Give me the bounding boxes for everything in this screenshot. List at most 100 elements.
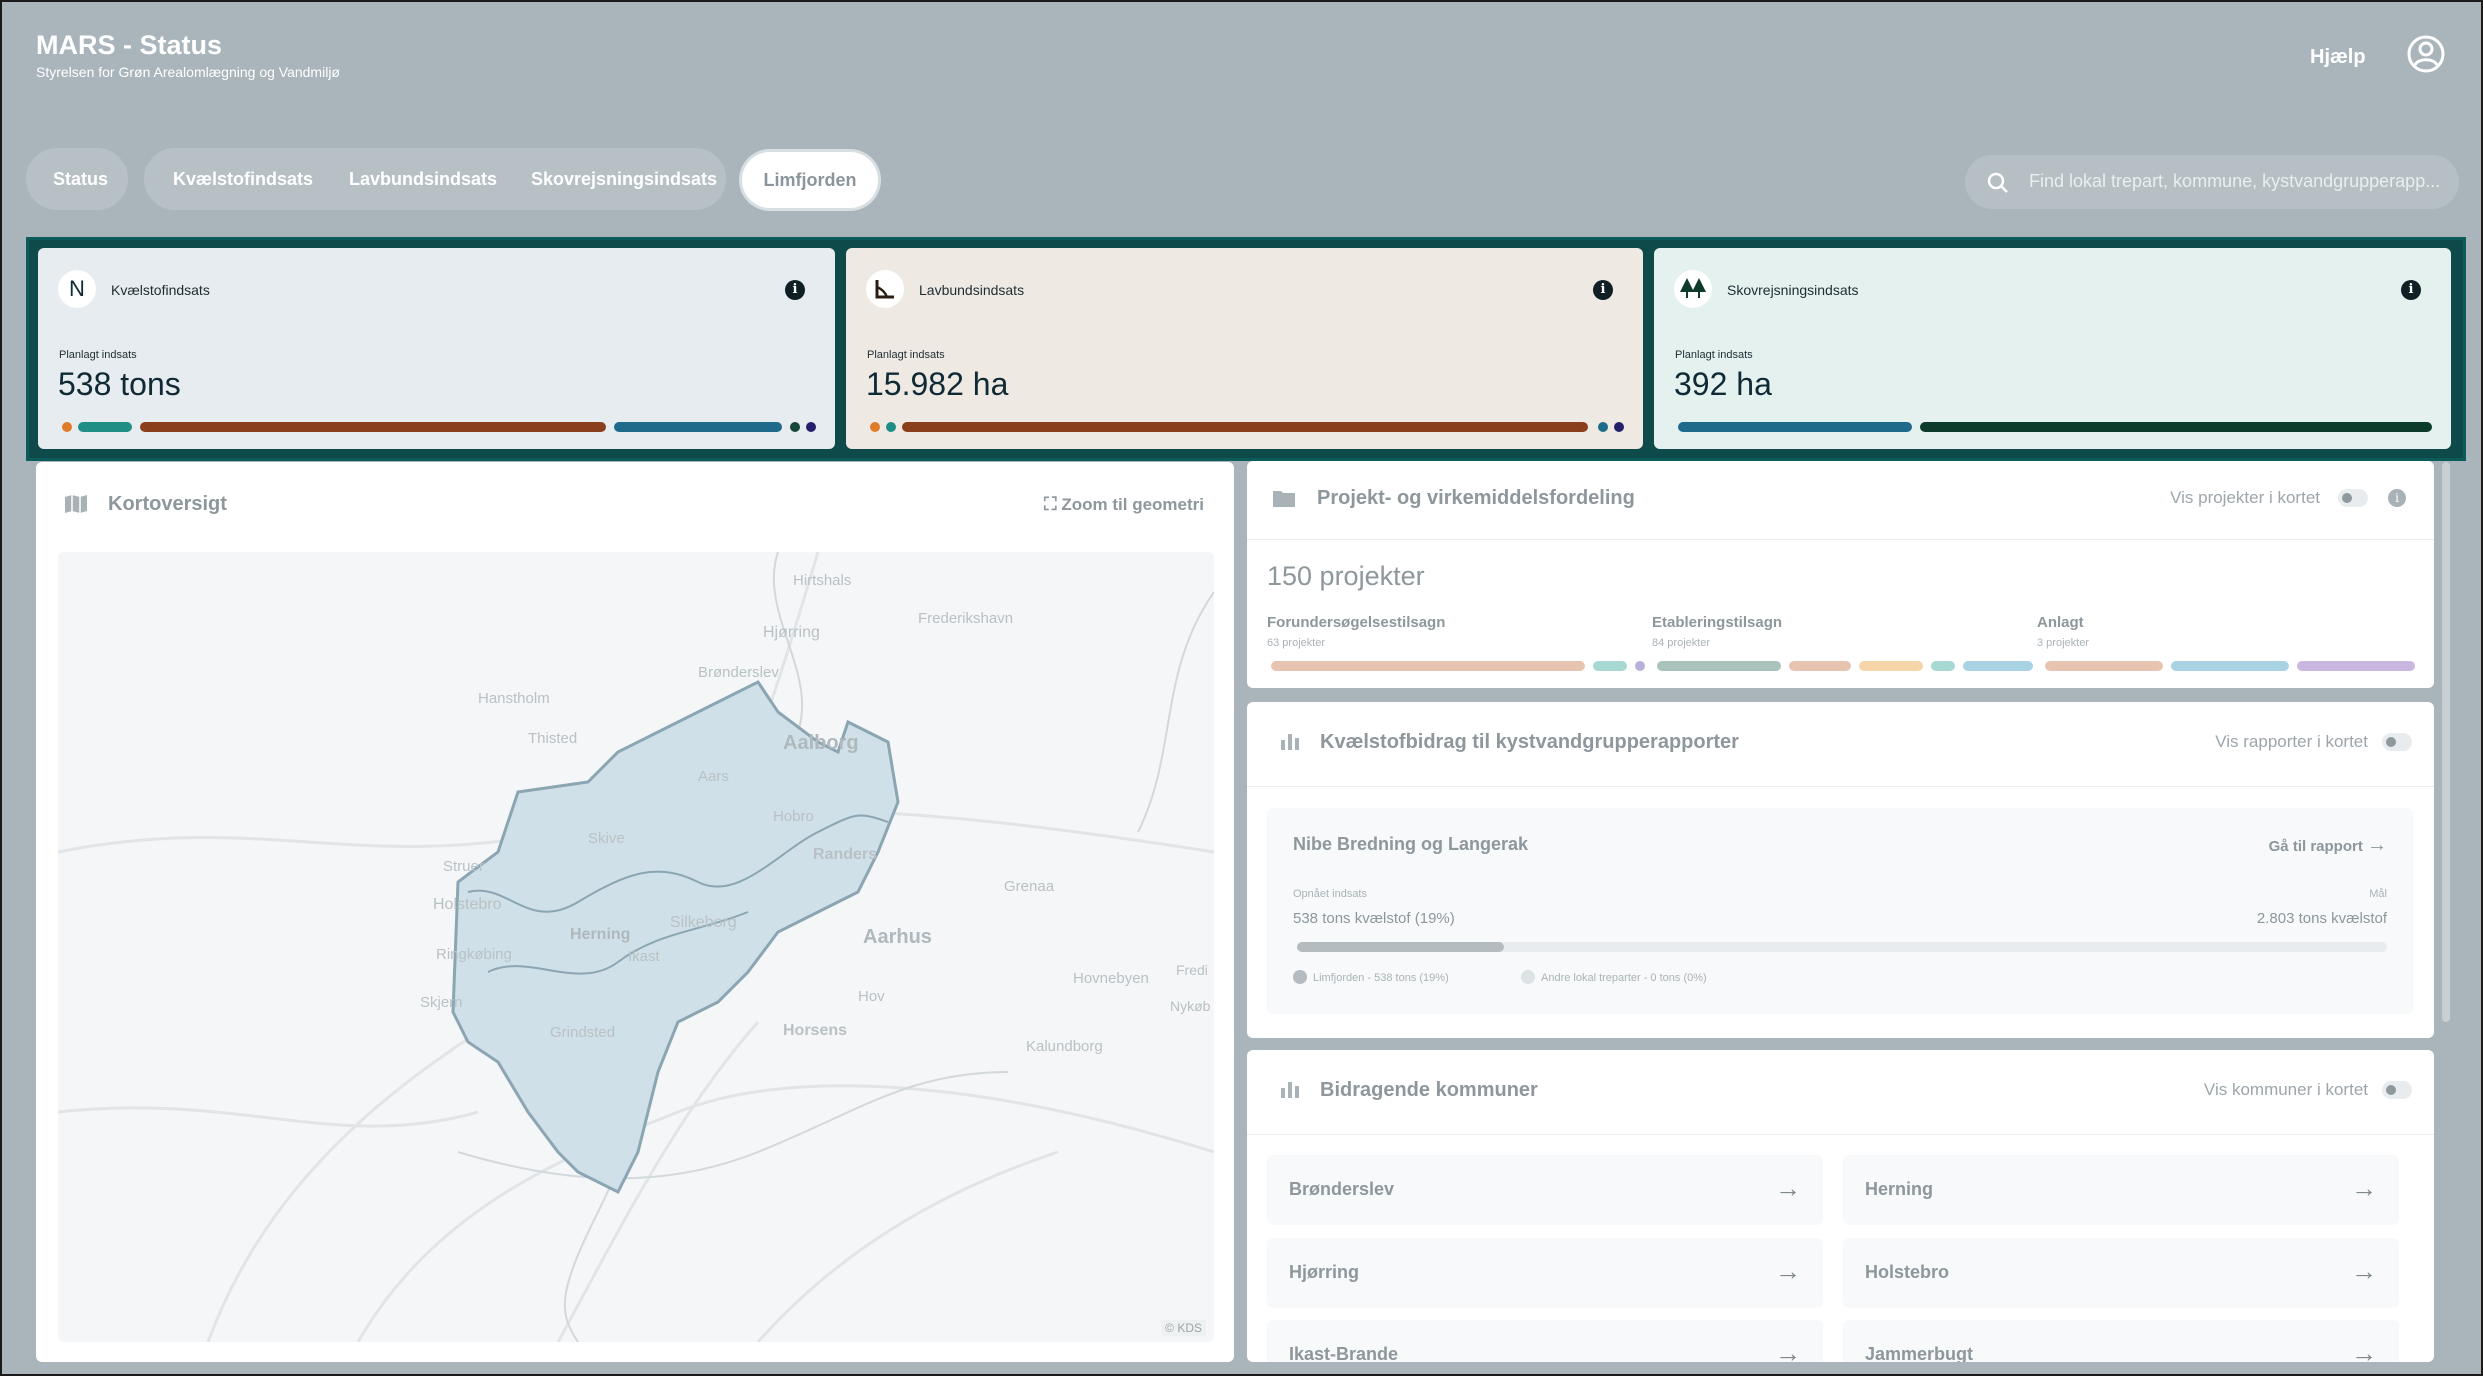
map-svg: [58, 552, 1214, 1342]
lavbund-icon: [866, 270, 904, 308]
place-label: Aalborg: [783, 732, 859, 754]
bar-chart-icon: [1281, 1082, 1299, 1098]
arrow-right-icon: →: [2351, 1173, 2377, 1203]
legend-swatch: [1521, 970, 1535, 984]
limfjorden-area[interactable]: [451, 680, 900, 1195]
bar-segment: [1931, 661, 1955, 671]
show-projects-toggle[interactable]: [2338, 489, 2368, 507]
scrollbar[interactable]: [2442, 462, 2450, 1022]
folder-icon: [1273, 491, 1295, 507]
group-label: Anlagt: [2037, 614, 2084, 631]
map-canvas[interactable]: Hirtshals Frederikshavn Hjørring Brønder…: [58, 552, 1214, 1342]
zoom-to-geometry-button[interactable]: ⛶ Zoom til geometri: [1044, 494, 1204, 515]
bar-segment: [1593, 661, 1627, 671]
toggle-label: Vis projekter i kortet: [2170, 488, 2320, 507]
place-label: Grindsted: [550, 1024, 616, 1041]
bar-segment: [1920, 422, 2432, 432]
kpi-plan-label: Planlagt indsats: [1675, 349, 1753, 361]
bar-segment: [62, 422, 72, 432]
kpi-value: 538 tons: [58, 366, 181, 402]
place-label: Nykøb: [1170, 998, 1211, 1014]
arrow-right-icon: →: [2367, 834, 2387, 856]
tab-kvaelstof[interactable]: Kvælstofindsats: [173, 169, 314, 189]
bar-segment: [1963, 661, 2033, 671]
info-icon[interactable]: i: [785, 280, 805, 300]
municipality-name: Brønderslev: [1289, 1179, 1395, 1199]
place-label: Hov: [858, 988, 885, 1005]
municipality-item[interactable]: Brønderslev →: [1267, 1155, 1823, 1225]
tab-status[interactable]: Status: [53, 169, 109, 189]
toggle-label: Vis rapporter i kortet: [2215, 732, 2368, 751]
achieved-label: Opnået indsats: [1293, 888, 1367, 900]
toggle-label: Vis kommuner i kortet: [2203, 1080, 2368, 1099]
kpi-distribution-bar: [62, 422, 818, 432]
tree-icon: [1674, 270, 1712, 308]
search-input[interactable]: Find lokal trepart, kommune, kystvandgru…: [1965, 155, 2459, 209]
place-label: Hobro: [773, 808, 814, 825]
go-to-report-link[interactable]: Gå til rapport →: [2269, 834, 2387, 857]
kpi-card-kvaelstof[interactable]: N Kvælstofindsats i Planlagt indsats 538…: [38, 248, 835, 449]
fullscreen-icon: ⛶: [1044, 494, 1057, 514]
municipality-item[interactable]: Ikast-Brande →: [1267, 1320, 1823, 1362]
bar-segment: [790, 422, 800, 432]
map-panel: Kortoversigt ⛶ Zoom til geometri: [36, 462, 1234, 1362]
projects-panel-title: Projekt- og virkemiddelsfordeling: [1317, 487, 1635, 509]
place-label: Horsens: [783, 1022, 848, 1039]
bar-segment: [1657, 661, 1781, 671]
divider: [1247, 786, 2434, 787]
tab-lavbund[interactable]: Lavbundsindsats: [349, 169, 498, 189]
tab-group-status: Status: [26, 148, 128, 210]
municipality-name: Herning: [1865, 1179, 1934, 1199]
user-avatar-icon[interactable]: [2406, 34, 2446, 74]
municipality-item[interactable]: Herning →: [1843, 1155, 2399, 1225]
info-icon[interactable]: i: [2388, 489, 2406, 507]
map-attribution: © KDS: [1161, 1320, 1206, 1336]
legend-swatch: [1293, 970, 1307, 984]
place-label: Aars: [698, 768, 729, 785]
kpi-card-lavbund[interactable]: Lavbundsindsats i Planlagt indsats 15.98…: [846, 248, 1643, 449]
municipalities-panel: Bidragende kommuner Vis kommuner i korte…: [1247, 1050, 2434, 1362]
search-placeholder: Find lokal trepart, kommune, kystvandgru…: [2029, 171, 2441, 191]
progress-track: [1297, 942, 2387, 952]
bar-segment: [1271, 661, 1585, 671]
bar-segment: [2045, 661, 2163, 671]
kpi-card-skovrejsning[interactable]: Skovrejsningsindsats i Planlagt indsats …: [1654, 248, 2451, 449]
report-name: Nibe Bredning og Langerak: [1293, 834, 1529, 854]
place-label: Brønderslev: [698, 664, 779, 681]
map-icon: [65, 495, 87, 513]
municipality-name: Jammerbugt: [1865, 1344, 1974, 1362]
goal-value: 2.803 tons kvælstof: [2256, 910, 2387, 927]
place-label: Randers: [813, 846, 878, 863]
show-municipalities-toggle[interactable]: [2382, 1081, 2412, 1099]
zoom-label: Zoom til geometri: [1061, 495, 1204, 514]
kpi-label: Kvælstofindsats: [111, 282, 210, 298]
bar-segment: [886, 422, 896, 432]
group-label: Etableringstilsagn: [1652, 614, 1783, 631]
tab-skovrejsning[interactable]: Skovrejsningsindsats: [531, 169, 718, 189]
kpi-value: 15.982 ha: [866, 366, 1009, 402]
bar-segment: [870, 422, 880, 432]
info-icon[interactable]: i: [1593, 280, 1613, 300]
municipality-item[interactable]: Holstebro →: [1843, 1238, 2399, 1308]
tab-limfjorden[interactable]: Limfjorden: [742, 152, 878, 208]
bar-segment: [1789, 661, 1851, 671]
municipality-item[interactable]: Hjørring →: [1267, 1238, 1823, 1308]
bar-chart-icon: [1281, 734, 1299, 750]
arrow-right-icon: →: [2351, 1256, 2377, 1286]
info-icon[interactable]: i: [2401, 280, 2421, 300]
group-count: 63 projekter: [1267, 637, 1326, 649]
report-card: Nibe Bredning og Langerak Gå til rapport…: [1267, 808, 2413, 1014]
progress-fill: [1297, 942, 1505, 952]
place-label: Hovnebyen: [1073, 970, 1149, 987]
municipality-name: Holstebro: [1865, 1262, 1950, 1282]
kpi-value: 392 ha: [1674, 366, 1772, 402]
kpi-label: Skovrejsningsindsats: [1727, 282, 1859, 298]
arrow-right-icon: →: [2351, 1338, 2377, 1362]
show-reports-toggle[interactable]: [2382, 733, 2412, 751]
place-label: Frederikshavn: [918, 610, 1014, 627]
place-label: Skjern: [420, 994, 463, 1011]
nitrogen-icon: N: [58, 270, 96, 308]
place-label: Holstebro: [433, 896, 502, 913]
municipality-item[interactable]: Jammerbugt →: [1843, 1320, 2399, 1362]
help-link[interactable]: Hjælp: [2310, 46, 2366, 68]
